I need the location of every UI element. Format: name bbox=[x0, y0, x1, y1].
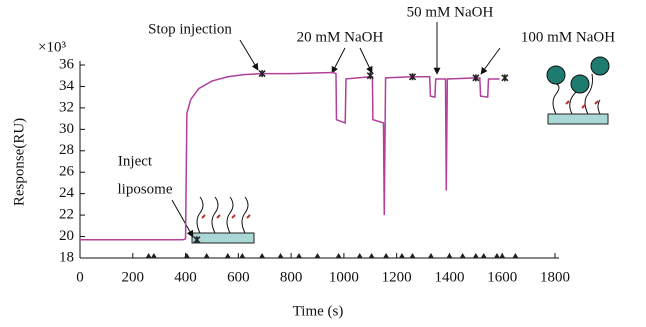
event-marker bbox=[356, 253, 363, 258]
annotation: Inject bbox=[118, 153, 153, 169]
star-marker bbox=[193, 236, 201, 244]
event-marker bbox=[368, 253, 375, 258]
event-marker bbox=[145, 253, 152, 258]
star-marker bbox=[258, 70, 266, 78]
response-line bbox=[80, 71, 500, 241]
y-tick-label: 28 bbox=[59, 142, 74, 158]
y-tick-label: 32 bbox=[59, 99, 74, 115]
event-marker bbox=[459, 253, 466, 258]
annotation: 20 mM NaOH bbox=[297, 29, 384, 45]
liposome-bound-surface bbox=[546, 56, 610, 125]
star-marker bbox=[408, 73, 417, 81]
event-marker bbox=[277, 253, 284, 258]
x-tick-label: 1600 bbox=[487, 269, 517, 285]
event-marker bbox=[383, 253, 390, 258]
event-marker bbox=[472, 253, 479, 258]
y-multiplier: ×10³ bbox=[38, 39, 66, 55]
x-tick-label: 1000 bbox=[329, 269, 359, 285]
event-marker bbox=[335, 253, 342, 258]
annotation: Stop injection bbox=[148, 21, 232, 37]
x-tick-label: 200 bbox=[122, 269, 145, 285]
event-marker bbox=[512, 253, 519, 258]
x-axis-label: Time (s) bbox=[293, 303, 344, 319]
event-marker bbox=[446, 253, 453, 258]
event-marker bbox=[259, 253, 266, 258]
event-marker bbox=[296, 253, 303, 258]
event-marker bbox=[203, 253, 210, 258]
liposome-free-surface bbox=[191, 196, 255, 244]
y-tick-label: 20 bbox=[59, 228, 74, 244]
y-tick-label: 26 bbox=[59, 164, 75, 180]
x-tick-label: 800 bbox=[280, 269, 303, 285]
y-tick-label: 34 bbox=[59, 78, 75, 94]
x-tick-label: 1800 bbox=[540, 269, 570, 285]
event-marker bbox=[499, 253, 506, 258]
event-marker bbox=[398, 253, 405, 258]
x-tick-label: 600 bbox=[227, 269, 250, 285]
star-marker bbox=[501, 74, 509, 82]
event-marker bbox=[493, 253, 500, 258]
x-tick-label: 0 bbox=[76, 269, 84, 285]
annotation: 100 mM NaOH bbox=[521, 29, 615, 45]
x-tick-label: 1400 bbox=[434, 269, 464, 285]
y-tick-label: 18 bbox=[59, 249, 74, 265]
y-tick-label: 22 bbox=[59, 207, 74, 223]
y-tick-label: 36 bbox=[59, 56, 75, 72]
x-tick-label: 1200 bbox=[382, 269, 412, 285]
event-marker bbox=[239, 253, 246, 258]
event-marker bbox=[183, 253, 190, 258]
event-marker bbox=[150, 253, 157, 258]
y-axis-label: Response(RU) bbox=[11, 118, 27, 206]
y-tick-label: 30 bbox=[59, 121, 74, 137]
annotation-arrows bbox=[171, 22, 501, 238]
annotation: 50 mM NaOH bbox=[407, 4, 494, 20]
event-marker bbox=[314, 253, 321, 258]
star-marker bbox=[366, 72, 374, 80]
event-marker bbox=[480, 253, 487, 258]
event-marker bbox=[224, 253, 231, 258]
event-marker bbox=[409, 253, 416, 258]
annotation: liposome bbox=[118, 181, 173, 197]
event-marker bbox=[427, 253, 434, 258]
y-tick-label: 24 bbox=[59, 185, 75, 201]
x-tick-label: 400 bbox=[174, 269, 197, 285]
star-marker bbox=[472, 74, 480, 82]
